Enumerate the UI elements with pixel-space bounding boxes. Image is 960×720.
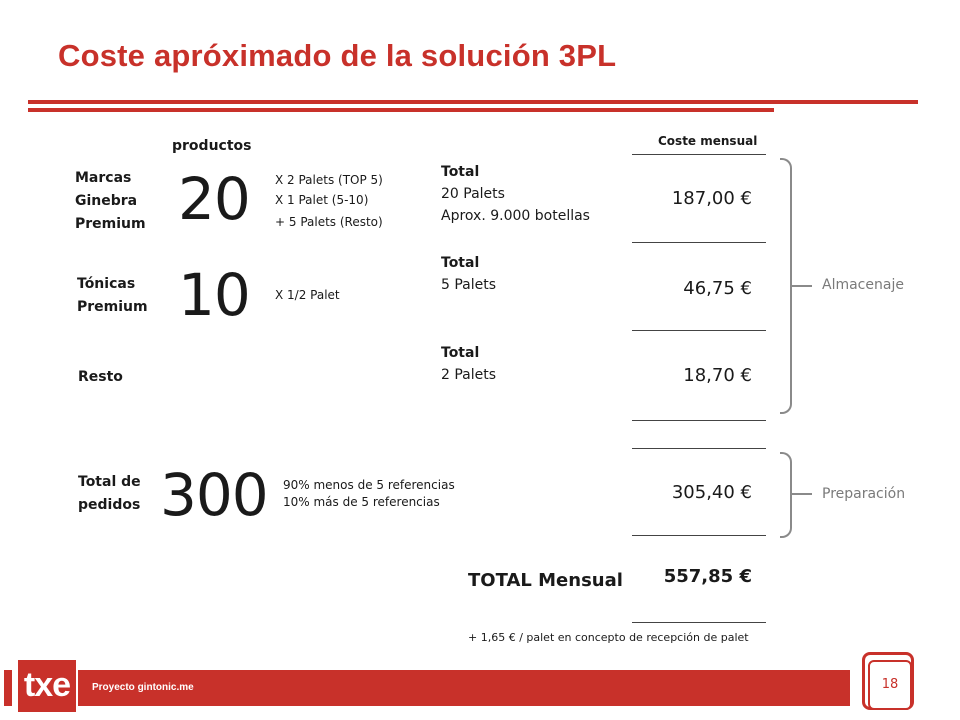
title-rule	[28, 100, 918, 104]
reception-note: + 1,65 € / palet en concepto de recepció…	[468, 631, 749, 644]
page-number: 18	[881, 677, 899, 692]
label-line: Ginebra	[75, 193, 138, 209]
ginebra-details: X 2 Palets (TOP 5) X 1 Palet (5-10) + 5 …	[275, 170, 383, 232]
cost-separator	[632, 242, 766, 243]
total-heading: Total	[441, 345, 480, 361]
label-line: Resto	[78, 369, 123, 385]
productos-header: productos	[172, 138, 252, 154]
label-line: Total de	[78, 474, 141, 490]
cost-separator	[632, 420, 766, 421]
preparacion-bracket-tick	[792, 493, 812, 495]
detail-line: X 2 Palets (TOP 5)	[275, 173, 383, 187]
resto-total: Total 2 Palets	[441, 342, 496, 386]
detail-line: 90% menos de 5 referencias	[283, 478, 455, 492]
label-line: Premium	[77, 299, 148, 315]
logo-strip	[4, 670, 12, 706]
detail-line: + 5 Palets (Resto)	[275, 215, 383, 229]
row-ginebra-label: Marcas Ginebra Premium	[75, 167, 146, 236]
label-line: Premium	[75, 216, 146, 232]
pedidos-cost: 305,40 €	[671, 482, 752, 503]
cost-separator	[632, 154, 766, 155]
total-mensual-label: TOTAL Mensual	[468, 570, 623, 591]
label-line: pedidos	[78, 497, 141, 513]
ginebra-count: 20	[178, 165, 251, 233]
total-line: 5 Palets	[441, 277, 497, 293]
page-title: Coste apróximado de la solución 3PL	[58, 38, 617, 73]
tonicas-count: 10	[178, 261, 251, 329]
preparacion-label: Preparación	[822, 486, 906, 502]
resto-cost: 18,70 €	[683, 365, 752, 386]
cost-separator	[632, 448, 766, 449]
total-heading: Total	[441, 255, 480, 271]
txe-logo: txe	[18, 660, 76, 712]
ginebra-cost: 187,00 €	[671, 188, 752, 209]
preparacion-bracket	[780, 452, 792, 538]
tonicas-details: X 1/2 Palet	[275, 285, 340, 305]
total-line: Aprox. 9.000 botellas	[441, 208, 590, 224]
pedidos-details: 90% menos de 5 referencias 10% más de 5 …	[283, 475, 455, 512]
almacenaje-bracket-tick	[792, 285, 812, 287]
almacenaje-label: Almacenaje	[822, 277, 904, 293]
tonicas-cost: 46,75 €	[683, 278, 752, 299]
cost-separator	[632, 622, 766, 623]
label-line: Tónicas	[77, 276, 136, 292]
coste-mensual-header: Coste mensual	[658, 134, 758, 148]
footer-project: Proyecto gintonic.me	[92, 682, 194, 693]
label-line: Marcas	[75, 170, 132, 186]
total-heading: Total	[441, 164, 480, 180]
row-tonicas-label: Tónicas Premium	[77, 273, 148, 319]
almacenaje-bracket	[780, 158, 792, 414]
ginebra-total: Total 20 Palets Aprox. 9.000 botellas	[441, 161, 590, 227]
total-line: 2 Palets	[441, 367, 497, 383]
row-pedidos-label: Total de pedidos	[78, 471, 141, 517]
detail-line: X 1/2 Palet	[275, 288, 340, 302]
title-rule-secondary	[28, 108, 774, 112]
tonicas-total: Total 5 Palets	[441, 252, 496, 296]
detail-line: 10% más de 5 referencias	[283, 495, 440, 509]
row-resto-label: Resto	[78, 366, 123, 389]
pedidos-count: 300	[160, 461, 269, 529]
total-mensual-value: 557,85 €	[663, 566, 752, 587]
cost-separator	[632, 330, 766, 331]
page-number-box	[868, 660, 912, 710]
cost-separator	[632, 535, 766, 536]
footer-bar	[78, 670, 850, 706]
detail-line: X 1 Palet (5-10)	[275, 193, 369, 207]
total-line: 20 Palets	[441, 186, 505, 202]
